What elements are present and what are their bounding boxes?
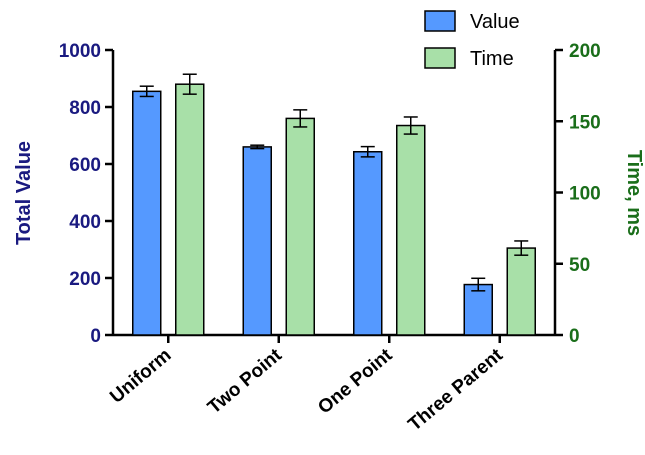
x-tick-label: Uniform: [106, 345, 175, 408]
bar-time-three-parent: [506, 247, 536, 336]
legend: Value Time: [424, 10, 520, 70]
bar-time-two-point: [285, 117, 315, 336]
y-axis-title: Total Value: [13, 141, 35, 245]
y2-tick-label: 150: [569, 112, 601, 133]
legend-swatch-time: [424, 47, 456, 69]
legend-label-value: Value: [470, 11, 520, 33]
y2-tick-label: 200: [569, 41, 601, 62]
y2-axis-title: Time, ms: [623, 150, 645, 236]
x-tick-label: One Point: [314, 344, 397, 418]
bar-time-uniform: [175, 83, 205, 336]
y-tick-label: 400: [69, 212, 101, 233]
y-tick-label: 200: [69, 269, 101, 290]
y-tick-label: 800: [69, 98, 101, 119]
y-tick-label: 0: [90, 326, 101, 347]
bar-value-two-point: [242, 146, 272, 336]
bar-value-uniform: [132, 90, 162, 336]
y2-tick-label: 0: [569, 326, 580, 347]
bar-value-one-point: [353, 150, 383, 336]
x-tick-label: Two Point: [204, 344, 286, 418]
y-tick-label: 1000: [59, 41, 101, 62]
y-tick-label: 600: [69, 155, 101, 176]
y2-tick-label: 50: [569, 255, 590, 276]
legend-swatch-value: [424, 10, 456, 32]
y2-tick-label: 100: [569, 184, 601, 205]
legend-label-time: Time: [470, 48, 514, 70]
plot-area: 0 200 400 600 800 1000 0 50 100 150 200 Uniform Two …: [59, 41, 601, 435]
bar-value-three-parent: [463, 283, 493, 336]
x-tick-label: Three Parent: [404, 344, 507, 435]
bar-time-one-point: [396, 124, 426, 336]
